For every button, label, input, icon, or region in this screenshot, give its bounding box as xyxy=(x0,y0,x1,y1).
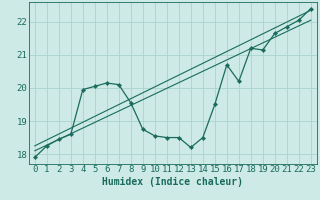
X-axis label: Humidex (Indice chaleur): Humidex (Indice chaleur) xyxy=(102,177,243,187)
